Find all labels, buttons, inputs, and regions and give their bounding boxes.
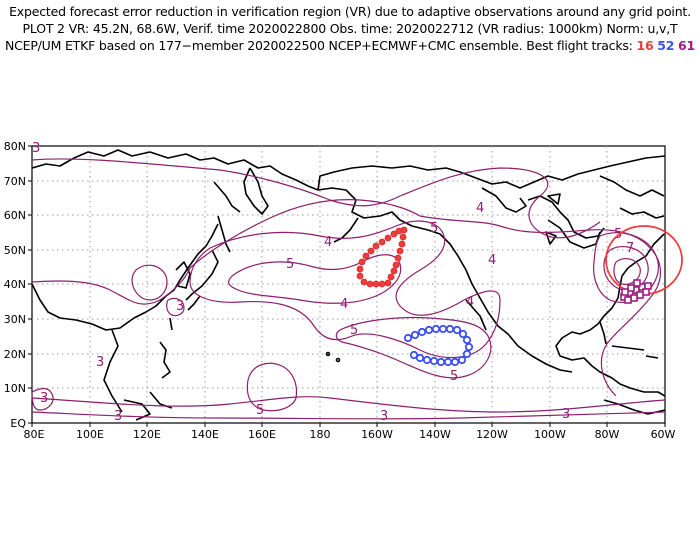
coastlines xyxy=(31,149,666,421)
longitude-labels: 80E 100E 120E 140E 160E 180 160W 140W 12… xyxy=(24,428,676,441)
contour-label: 4 xyxy=(324,235,332,250)
lon-label: 180 xyxy=(310,428,331,441)
track-label-61: 61 xyxy=(678,38,696,53)
flight-track-52 xyxy=(403,324,474,367)
contour-label: 3 xyxy=(114,409,122,424)
lon-label: 80W xyxy=(595,428,620,441)
contour-label: 5 xyxy=(256,403,264,418)
lat-label: 40N xyxy=(4,278,26,291)
contour-label: 5 xyxy=(450,369,458,384)
title-line-1: Expected forecast error reduction in ver… xyxy=(9,4,691,19)
lat-label: 20N xyxy=(4,348,26,361)
track-label-16: 16 xyxy=(636,38,654,53)
lon-label: 140W xyxy=(419,428,451,441)
latitude-labels: 80N 70N 60N 50N 40N 30N 20N 10N EQ xyxy=(4,140,27,430)
contour-label: 3 xyxy=(176,299,184,314)
lat-label: 10N xyxy=(4,382,26,395)
contour-label: 5 xyxy=(350,323,358,338)
contour-label: 3 xyxy=(380,409,388,424)
title-line-3-text: NCEP/UM ETKF based on 177−member 2020022… xyxy=(4,38,633,53)
error-reduction-contours xyxy=(31,158,666,420)
title-line-2: PLOT 2 VR: 45.2N, 68.6W, Verif. time 202… xyxy=(22,21,678,36)
flight-track-16 xyxy=(356,226,408,288)
contour-label: 4 xyxy=(340,297,348,312)
contour-label: 3 xyxy=(40,391,48,406)
lat-label: 30N xyxy=(4,313,26,326)
contour-label: 4 xyxy=(488,253,496,268)
lon-label: 120W xyxy=(476,428,508,441)
contour-label: 3 xyxy=(96,355,104,370)
lon-label: 100W xyxy=(534,428,566,441)
contour-label: 7 xyxy=(626,241,634,256)
lon-label: 120E xyxy=(133,428,161,441)
lon-label: 160W xyxy=(361,428,393,441)
graticule xyxy=(32,146,665,423)
track-label-52: 52 xyxy=(657,38,675,53)
lon-label: 80E xyxy=(24,428,45,441)
lat-label: 60N xyxy=(4,209,26,222)
contour-label: 5 xyxy=(430,221,438,236)
lon-label: 160E xyxy=(248,428,276,441)
contour-label: 4 xyxy=(466,295,474,310)
flight-track-61 xyxy=(620,279,652,304)
lat-label: 50N xyxy=(4,244,26,257)
lon-label: 140E xyxy=(191,428,219,441)
lon-label: 60W xyxy=(651,428,676,441)
contour-label: 3 xyxy=(32,141,40,156)
contour-label: 4 xyxy=(476,201,484,216)
lat-label: 80N xyxy=(4,140,26,153)
lat-label: EQ xyxy=(10,417,26,430)
lat-label: 70N xyxy=(4,175,26,188)
lon-label: 100E xyxy=(76,428,104,441)
axis-ticks xyxy=(28,145,666,427)
title-line-3: NCEP/UM ETKF based on 177−member 2020022… xyxy=(0,38,700,53)
contour-label: 3 xyxy=(562,407,570,422)
contour-label: 5 xyxy=(286,257,294,272)
